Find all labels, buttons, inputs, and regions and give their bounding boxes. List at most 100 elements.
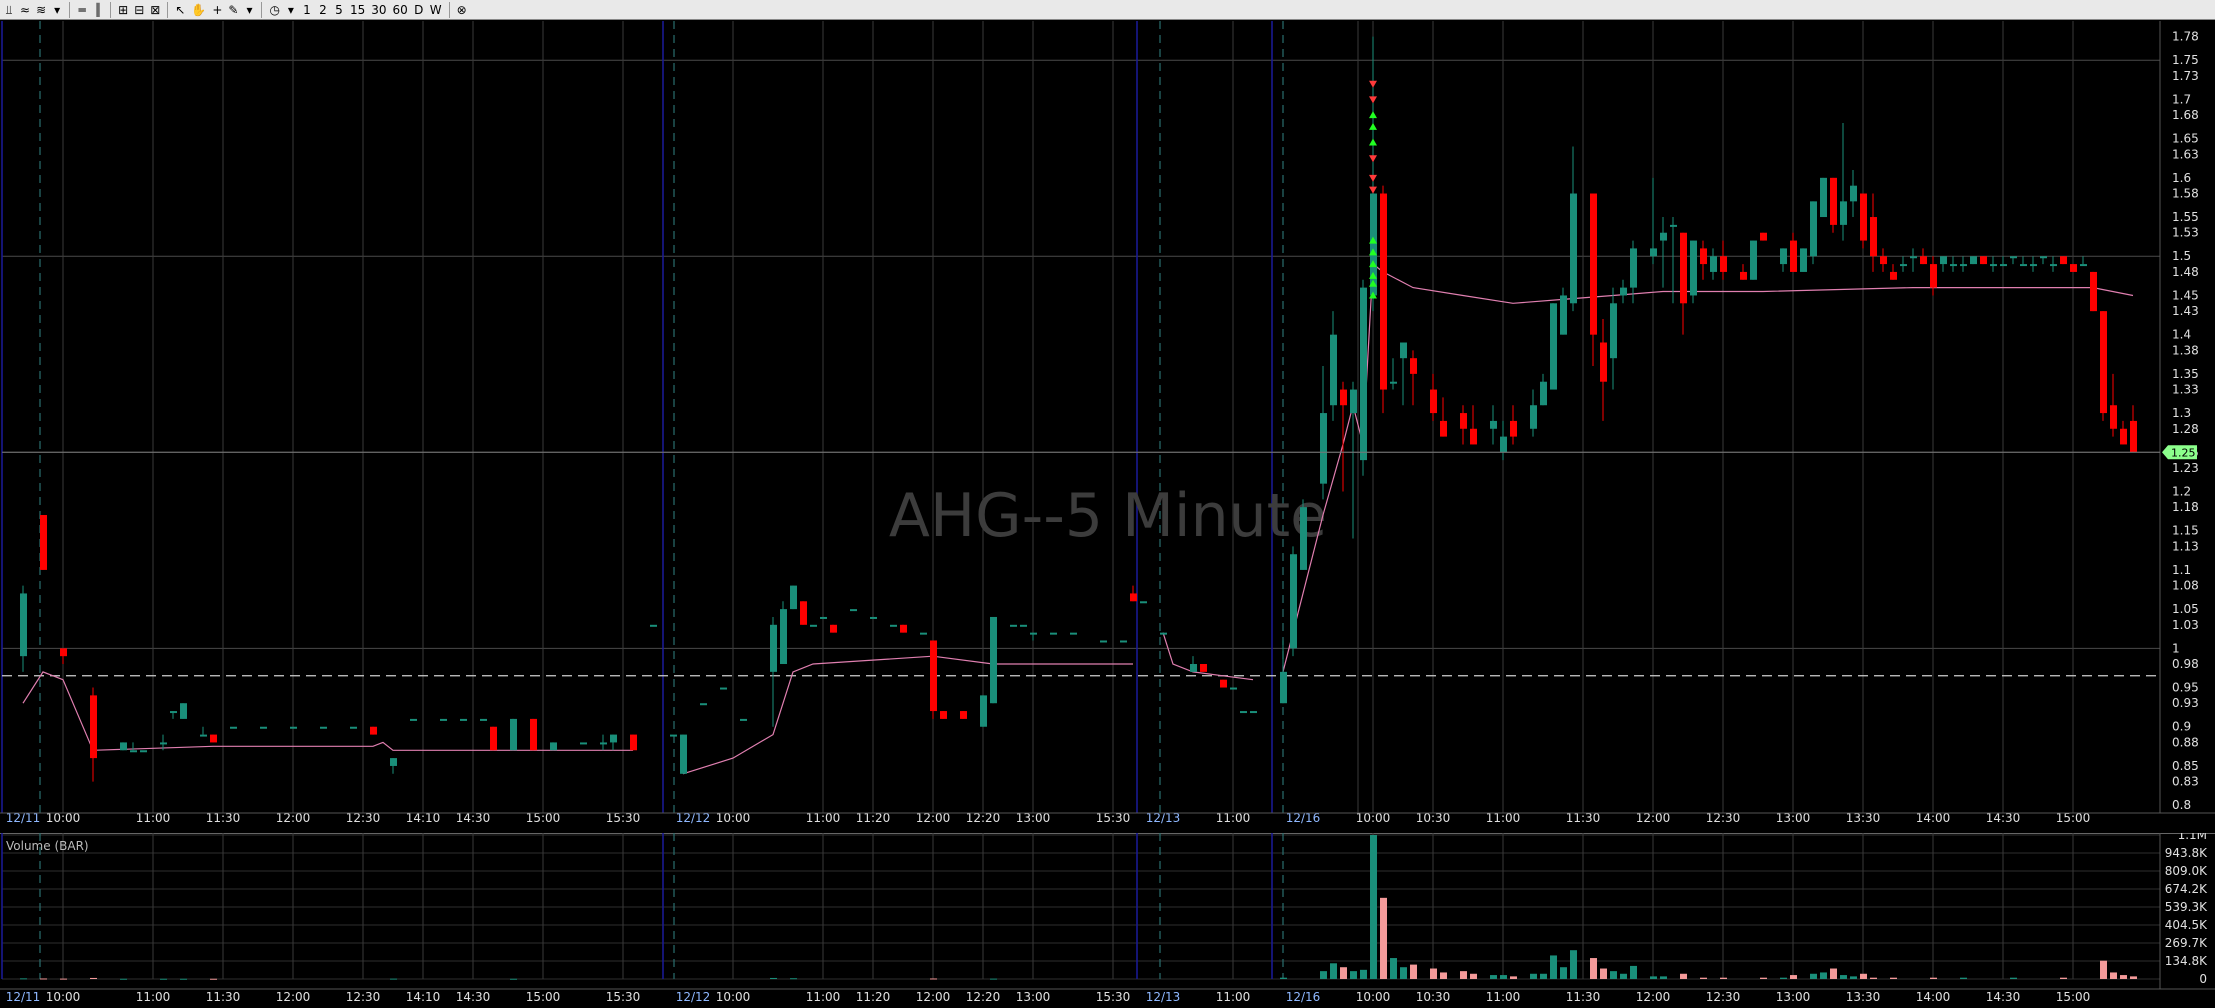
candle[interactable] bbox=[60, 648, 67, 665]
candle[interactable] bbox=[870, 616, 877, 619]
candle[interactable] bbox=[1820, 177, 1827, 218]
candle[interactable] bbox=[1540, 373, 1547, 406]
candle[interactable] bbox=[410, 718, 417, 721]
candle[interactable] bbox=[740, 718, 747, 721]
candle[interactable] bbox=[2070, 264, 2077, 272]
candle[interactable] bbox=[130, 742, 137, 753]
candle[interactable] bbox=[1600, 318, 1607, 421]
candle[interactable] bbox=[1660, 217, 1667, 288]
candle[interactable] bbox=[1890, 264, 1897, 280]
hand-icon[interactable]: ✋ bbox=[191, 2, 207, 17]
candle[interactable] bbox=[580, 742, 587, 745]
candle[interactable] bbox=[1360, 279, 1367, 476]
candle[interactable] bbox=[1980, 256, 1987, 265]
candle[interactable] bbox=[370, 726, 377, 735]
candle[interactable] bbox=[350, 726, 357, 729]
candle[interactable] bbox=[2130, 405, 2137, 453]
candle[interactable] bbox=[2040, 256, 2047, 265]
candle[interactable] bbox=[1050, 632, 1057, 635]
interval-5-button[interactable]: 5 bbox=[335, 2, 343, 17]
candle[interactable] bbox=[1190, 656, 1197, 672]
candle[interactable] bbox=[1590, 193, 1597, 367]
candle[interactable] bbox=[830, 624, 837, 633]
candle[interactable] bbox=[680, 734, 687, 774]
candle[interactable] bbox=[980, 695, 987, 727]
candle[interactable] bbox=[800, 601, 807, 625]
candle[interactable] bbox=[1900, 256, 1907, 272]
candle[interactable] bbox=[460, 718, 467, 721]
candle[interactable] bbox=[480, 718, 487, 721]
candle[interactable] bbox=[20, 585, 27, 672]
candle[interactable] bbox=[900, 624, 907, 633]
candle[interactable] bbox=[550, 742, 557, 751]
candle[interactable] bbox=[1760, 232, 1767, 241]
candle[interactable] bbox=[2000, 256, 2007, 267]
layout-3-icon[interactable]: ⊠ bbox=[150, 2, 161, 17]
candle[interactable] bbox=[2010, 256, 2017, 265]
candle[interactable] bbox=[2100, 311, 2107, 421]
candle[interactable] bbox=[320, 726, 327, 729]
candle[interactable] bbox=[1410, 350, 1417, 406]
candle[interactable] bbox=[1120, 640, 1127, 643]
close-icon[interactable]: ⊗ bbox=[456, 2, 467, 17]
volume-chart[interactable]: 1.1M 943.8K 809.0K 674.2K 539.3K 404.5K 269.7K… bbox=[0, 833, 2215, 1008]
candle[interactable] bbox=[1880, 248, 1887, 272]
candle[interactable] bbox=[1960, 256, 1967, 272]
candle[interactable] bbox=[1690, 240, 1697, 304]
candle[interactable] bbox=[1250, 711, 1257, 714]
candle[interactable] bbox=[120, 742, 127, 751]
candle[interactable] bbox=[630, 734, 637, 751]
candle[interactable] bbox=[1940, 256, 1947, 272]
candle[interactable] bbox=[1810, 201, 1817, 265]
candle[interactable] bbox=[1840, 122, 1847, 241]
draw-tools-icon[interactable]: ≈ bbox=[20, 2, 31, 17]
candle[interactable] bbox=[610, 734, 617, 751]
candle[interactable] bbox=[200, 726, 207, 737]
candle[interactable] bbox=[1290, 546, 1297, 657]
candle[interactable] bbox=[820, 616, 827, 619]
candle[interactable] bbox=[260, 726, 267, 729]
candle[interactable] bbox=[1830, 177, 1837, 233]
dropdown-icon[interactable]: ▾ bbox=[287, 2, 294, 17]
pointer-icon[interactable]: ↖ bbox=[175, 2, 186, 17]
candle[interactable] bbox=[1390, 358, 1397, 390]
candle[interactable] bbox=[1670, 217, 1677, 304]
candle[interactable] bbox=[1070, 632, 1077, 635]
dropdown-icon[interactable]: ▾ bbox=[246, 2, 253, 17]
candle[interactable] bbox=[2120, 420, 2127, 445]
candle[interactable] bbox=[770, 616, 777, 727]
pencil-icon[interactable]: ✎ bbox=[228, 2, 239, 17]
style-icon[interactable]: ≋ bbox=[36, 2, 47, 17]
crosshair-icon[interactable]: + bbox=[212, 2, 223, 17]
candle[interactable] bbox=[600, 734, 607, 751]
layout-2-icon[interactable]: ⊟ bbox=[134, 2, 145, 17]
price-chart[interactable]: 1.78 1.75 1.73 1.7 1.68 1.651.63 1.6 1.58 1.55 1.… bbox=[0, 21, 2215, 833]
candle[interactable] bbox=[1630, 240, 1637, 304]
candle[interactable] bbox=[1380, 185, 1387, 414]
candle[interactable] bbox=[1610, 287, 1617, 390]
columns-icon[interactable]: ║ bbox=[94, 2, 102, 17]
candle[interactable] bbox=[1200, 664, 1207, 672]
candle[interactable] bbox=[650, 624, 657, 627]
candle[interactable] bbox=[1910, 248, 1917, 272]
candle[interactable] bbox=[670, 734, 677, 737]
interval-day-button[interactable]: D bbox=[414, 2, 424, 17]
candle[interactable] bbox=[2110, 373, 2117, 437]
candle[interactable] bbox=[1100, 640, 1107, 643]
candle[interactable] bbox=[720, 687, 727, 690]
candle[interactable] bbox=[1320, 366, 1327, 500]
candle[interactable] bbox=[1850, 169, 1857, 218]
candle[interactable] bbox=[40, 515, 47, 570]
candle[interactable] bbox=[1950, 256, 1957, 272]
candle[interactable] bbox=[1300, 499, 1307, 570]
candle[interactable] bbox=[940, 711, 947, 719]
candle[interactable] bbox=[1130, 585, 1137, 602]
candle[interactable] bbox=[170, 711, 177, 719]
candle[interactable] bbox=[1140, 601, 1147, 604]
candle[interactable] bbox=[1790, 232, 1797, 272]
candle[interactable] bbox=[1460, 405, 1467, 445]
candle[interactable] bbox=[510, 718, 517, 751]
candle[interactable] bbox=[1010, 624, 1017, 627]
candle[interactable] bbox=[1340, 381, 1347, 492]
interval-2-button[interactable]: 2 bbox=[319, 2, 327, 17]
